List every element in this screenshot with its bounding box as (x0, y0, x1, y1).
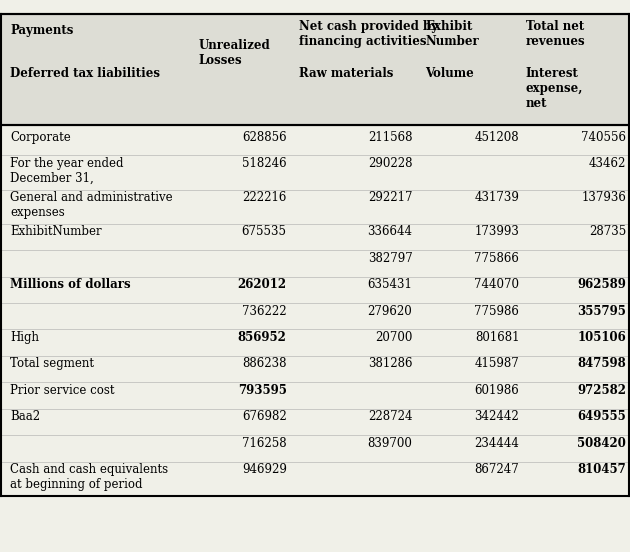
Text: 736222: 736222 (242, 305, 287, 317)
Text: 518246: 518246 (242, 157, 287, 170)
Text: 775866: 775866 (474, 252, 519, 265)
Text: 173993: 173993 (474, 225, 519, 238)
Text: 222216: 222216 (243, 191, 287, 204)
Text: 628856: 628856 (242, 131, 287, 144)
Text: 342442: 342442 (474, 410, 519, 423)
Text: ExhibitNumber: ExhibitNumber (10, 225, 102, 238)
Text: 793595: 793595 (238, 384, 287, 397)
Text: 867247: 867247 (474, 463, 519, 476)
Text: 744070: 744070 (474, 278, 519, 291)
Text: 279620: 279620 (368, 305, 413, 317)
Text: 137936: 137936 (581, 191, 626, 204)
Text: 601986: 601986 (474, 384, 519, 397)
Text: Volume: Volume (425, 67, 474, 80)
Text: 451208: 451208 (474, 131, 519, 144)
Text: 415987: 415987 (474, 358, 519, 370)
Text: 262012: 262012 (238, 278, 287, 291)
Text: Total net
revenues: Total net revenues (525, 20, 585, 48)
Text: Unrealized
Losses: Unrealized Losses (198, 39, 270, 67)
Text: 431739: 431739 (474, 191, 519, 204)
Text: General and administrative
expenses: General and administrative expenses (10, 191, 173, 219)
Text: Deferred tax liabilities: Deferred tax liabilities (10, 67, 160, 80)
Text: 839700: 839700 (367, 437, 413, 450)
Text: 292217: 292217 (368, 191, 413, 204)
Text: Interest
expense,
net: Interest expense, net (525, 67, 583, 110)
Text: Prior service cost: Prior service cost (10, 384, 115, 397)
Text: Baa2: Baa2 (10, 410, 40, 423)
Text: 676982: 676982 (242, 410, 287, 423)
Text: 801681: 801681 (475, 331, 519, 344)
Text: 856952: 856952 (238, 331, 287, 344)
Text: Exhibit
Number: Exhibit Number (425, 20, 479, 48)
Text: 886238: 886238 (242, 358, 287, 370)
Text: Cash and cash equivalents
at beginning of period: Cash and cash equivalents at beginning o… (10, 463, 168, 491)
Text: 675535: 675535 (242, 225, 287, 238)
Text: 508420: 508420 (577, 437, 626, 450)
Text: Net cash provided by
financing activities: Net cash provided by financing activitie… (299, 20, 438, 48)
Text: 228724: 228724 (368, 410, 413, 423)
Text: For the year ended
December 31,: For the year ended December 31, (10, 157, 123, 185)
Text: 946929: 946929 (242, 463, 287, 476)
Text: 962589: 962589 (577, 278, 626, 291)
Text: 105106: 105106 (578, 331, 626, 344)
Text: Millions of dollars: Millions of dollars (10, 278, 131, 291)
Text: 810457: 810457 (578, 463, 626, 476)
Text: 234444: 234444 (474, 437, 519, 450)
Text: 290228: 290228 (368, 157, 413, 170)
Text: 28735: 28735 (589, 225, 626, 238)
Text: 775986: 775986 (474, 305, 519, 317)
Text: 972582: 972582 (577, 384, 626, 397)
Text: 20700: 20700 (375, 331, 413, 344)
Text: 381286: 381286 (368, 358, 413, 370)
Text: Total segment: Total segment (10, 358, 94, 370)
Text: 740556: 740556 (581, 131, 626, 144)
Text: 382797: 382797 (368, 252, 413, 265)
Text: 635431: 635431 (367, 278, 413, 291)
Text: 43462: 43462 (589, 157, 626, 170)
Text: 716258: 716258 (242, 437, 287, 450)
Text: Raw materials: Raw materials (299, 67, 394, 80)
Text: 649555: 649555 (578, 410, 626, 423)
Bar (1, 14, 629, 125)
Text: 336644: 336644 (367, 225, 413, 238)
Text: 211568: 211568 (368, 131, 413, 144)
Text: Payments: Payments (10, 24, 74, 37)
Text: 355795: 355795 (577, 305, 626, 317)
Text: Corporate: Corporate (10, 131, 71, 144)
Text: 847598: 847598 (578, 358, 626, 370)
Text: High: High (10, 331, 39, 344)
